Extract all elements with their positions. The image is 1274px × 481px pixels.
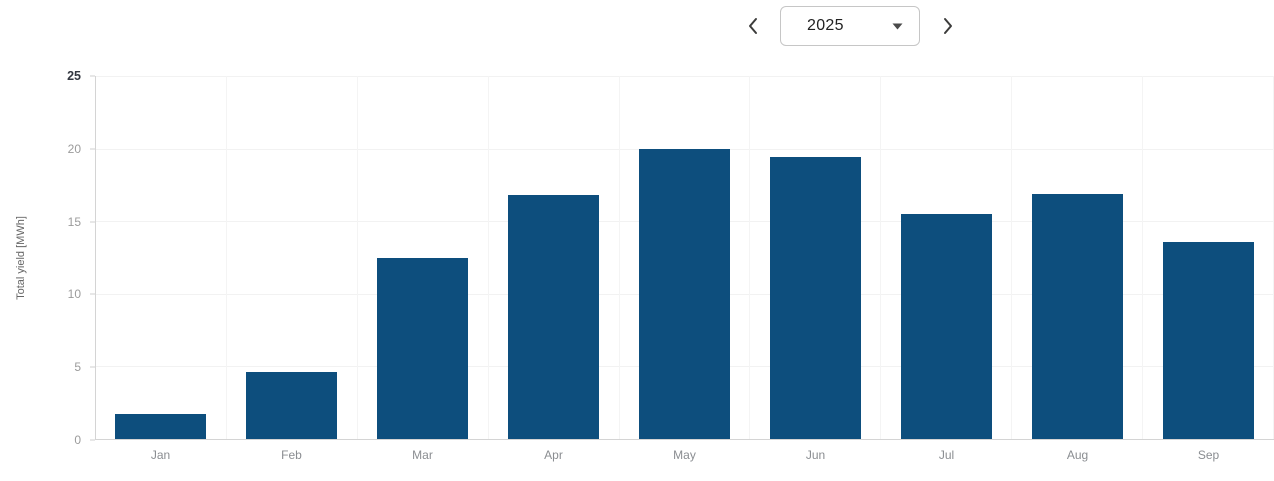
y-tick-mark	[90, 366, 95, 368]
y-tick-label: 15	[67, 214, 81, 229]
x-tick-label: Jun	[805, 448, 826, 462]
y-axis: 0 5 10 15 20 25	[0, 69, 95, 447]
bar-column	[620, 76, 751, 439]
y-tick-label: 25	[67, 69, 81, 83]
year-dropdown-value: 2025	[807, 17, 844, 34]
y-tick-mark	[90, 439, 95, 441]
bar-sep[interactable]	[1162, 241, 1254, 439]
x-tick-label: Feb	[281, 448, 302, 462]
bar-feb[interactable]	[246, 372, 338, 439]
y-tick-mark	[90, 293, 95, 295]
chevron-right-icon	[943, 17, 954, 35]
previous-year-button[interactable]	[738, 6, 766, 46]
x-tick-label: Jan	[150, 448, 171, 462]
y-tick-label: 20	[67, 141, 81, 156]
x-tick-label: May	[673, 448, 696, 462]
y-tick-mark	[90, 221, 95, 223]
x-axis: Jan Feb Mar Apr May Jun Jul Aug Sep	[95, 448, 1274, 462]
bar-column	[1143, 76, 1274, 439]
bar-column	[489, 76, 620, 439]
chevron-left-icon	[747, 17, 758, 35]
bar-column	[96, 76, 227, 439]
bar-jul[interactable]	[900, 213, 992, 439]
next-year-button[interactable]	[934, 6, 962, 46]
x-tick-label: Aug	[1066, 448, 1089, 462]
y-tick-label: 5	[74, 360, 81, 375]
plot-area	[95, 76, 1274, 440]
bar-aug[interactable]	[1031, 193, 1123, 439]
caret-down-icon	[892, 23, 903, 30]
x-tick-label: Apr	[544, 448, 563, 462]
bar-column	[750, 76, 882, 439]
y-tick-mark	[90, 148, 95, 150]
x-tick-label: Jul	[938, 448, 955, 462]
bar-jan[interactable]	[115, 414, 207, 439]
year-navigation: 2025	[738, 5, 962, 47]
bar-column	[227, 76, 358, 439]
y-tick-label: 0	[74, 433, 81, 447]
bar-columns	[96, 76, 1274, 439]
x-tick-label: Mar	[412, 448, 433, 462]
bar-column	[1012, 76, 1144, 439]
bar-column	[358, 76, 489, 439]
bar-column	[881, 76, 1013, 439]
y-tick-mark	[90, 75, 95, 77]
x-tick-label: Sep	[1197, 448, 1220, 462]
bar-mar[interactable]	[377, 257, 469, 439]
h-gridline	[96, 76, 1274, 77]
bar-may[interactable]	[639, 148, 730, 439]
year-dropdown[interactable]: 2025	[780, 6, 920, 46]
bar-apr[interactable]	[508, 195, 600, 439]
bar-jun[interactable]	[769, 157, 861, 439]
y-tick-label: 10	[67, 287, 81, 302]
